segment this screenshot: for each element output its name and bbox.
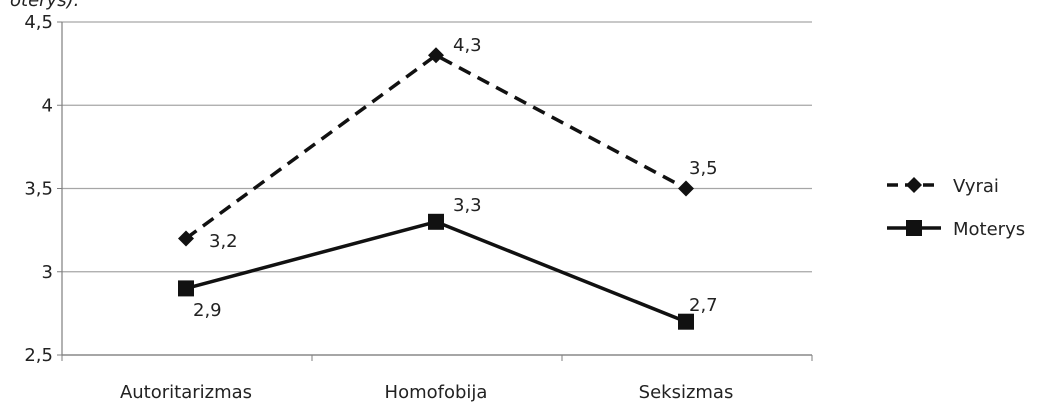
y-tick-label: 2,5 [24,345,53,366]
vyrai-data-label: 3,5 [689,158,718,179]
x-tick-label: Homofobija [385,382,488,403]
moterys-point-marker [678,313,694,330]
axes: 4,5 4 3,5 3 2,5 Autoritarizmas Homofobija Seksi… [24,12,813,403]
data-labels: 3,2 4,3 3,5 2,9 3,3 2,7 [193,35,718,321]
moterys-legend-label: Moterys [953,219,1025,240]
vyrai-legend-label: Vyrai [953,176,999,197]
moterys-point-marker [428,213,444,230]
y-tick-label: 4,5 [24,12,53,33]
moterys-data-label: 2,7 [689,295,718,316]
moterys-data-label: 3,3 [453,195,482,216]
vyrai-data-label: 4,3 [453,35,482,56]
y-tick-label: 3 [42,262,53,283]
cut-off-caption-text: oterys). [10,0,79,11]
x-tick-label: Seksizmas [639,382,734,403]
moterys-data-label: 2,9 [193,300,222,321]
vyrai-series-line [184,53,687,240]
vyrai-point-marker [428,47,444,64]
moterys-point-marker [178,280,194,297]
vyrai-point-marker [178,230,194,247]
y-tick-label: 4 [42,95,53,116]
series [178,47,694,330]
legend: Vyrai Moterys [887,176,1025,240]
x-tick-label: Autoritarizmas [120,382,252,403]
y-tick-label: 3,5 [24,179,53,200]
moterys-point-marker [906,220,922,236]
vyrai-data-label: 3,2 [209,231,238,252]
vyrai-point-marker [678,180,694,197]
vyrai-point-marker [906,177,922,193]
